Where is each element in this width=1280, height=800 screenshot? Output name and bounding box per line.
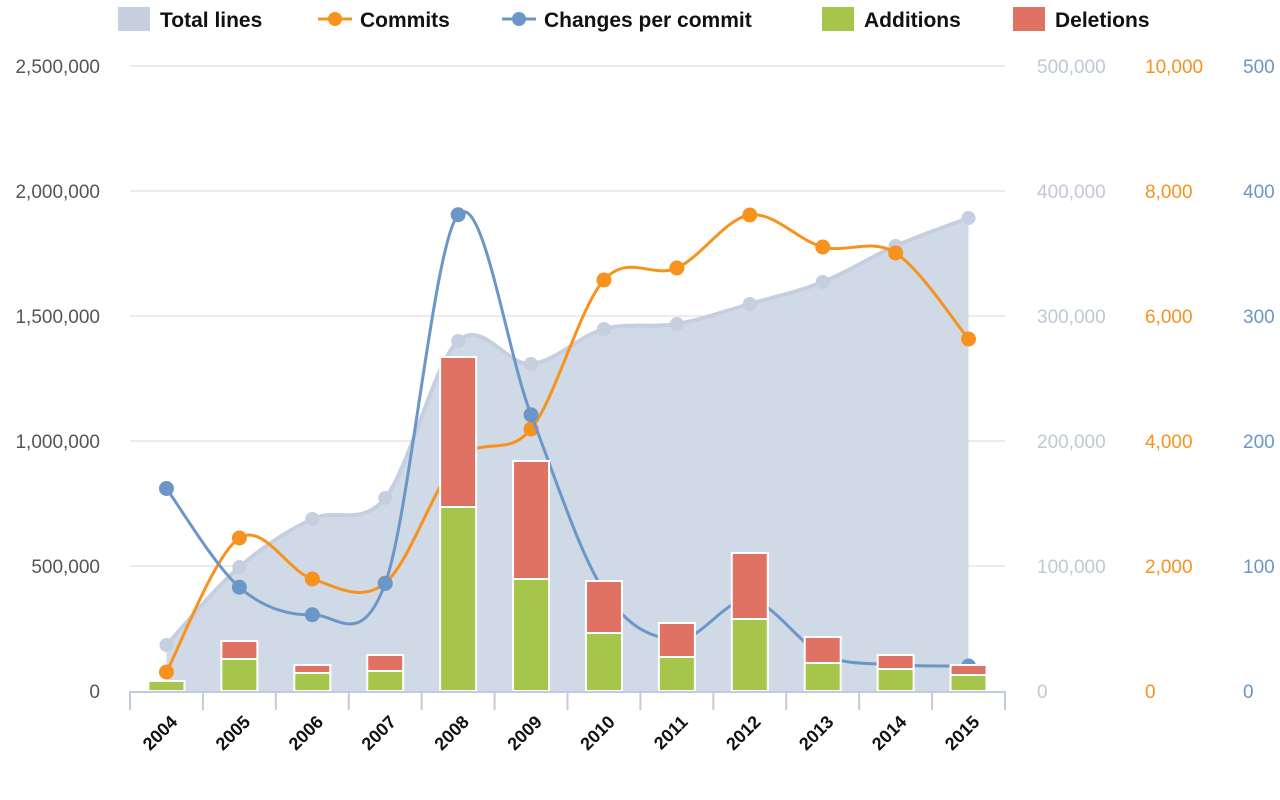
point-total-lines xyxy=(232,560,247,574)
left-tick-label: 2,500,000 xyxy=(15,57,100,78)
bar-deletions xyxy=(220,640,259,660)
point-commits xyxy=(888,245,904,261)
bar-deletions xyxy=(439,356,478,508)
right_total-tick-label: 100,000 xyxy=(1037,557,1106,578)
point-total-lines xyxy=(305,512,320,526)
bar-additions xyxy=(220,658,259,692)
bar-additions xyxy=(730,618,769,692)
left-tick-label: 1,000,000 xyxy=(15,432,100,453)
x-tick-label: 2013 xyxy=(795,712,837,754)
legend-swatch-total-lines xyxy=(118,7,150,31)
x-tick-label: 2004 xyxy=(139,712,181,754)
bar-deletions xyxy=(876,654,915,670)
point-total-lines xyxy=(451,334,466,348)
legend-label-additions: Additions xyxy=(864,9,961,32)
right_changes-tick-label: 300 xyxy=(1243,307,1275,328)
left-tick-label: 1,500,000 xyxy=(15,307,100,328)
x-tick-label: 2005 xyxy=(212,712,254,754)
x-tick-label: 2007 xyxy=(358,712,400,754)
legend-swatch-deletions xyxy=(1013,7,1045,31)
right_changes-tick-label: 200 xyxy=(1243,432,1275,453)
point-commits xyxy=(815,239,831,255)
point-commits xyxy=(158,664,174,680)
point-commits xyxy=(961,331,977,347)
right_commits-tick-label: 0 xyxy=(1145,682,1156,703)
right_changes-tick-label: 0 xyxy=(1243,682,1254,703)
point-commits xyxy=(304,571,320,587)
legend-swatch-additions xyxy=(822,7,854,31)
bar-additions xyxy=(439,506,478,692)
legend-marker-changes-per-commit xyxy=(512,12,526,26)
bar-additions xyxy=(657,656,696,692)
right_commits-tick-label: 6,000 xyxy=(1145,307,1193,328)
point-changes-per-commit xyxy=(523,407,539,423)
bar-deletions xyxy=(366,654,405,672)
right_changes-tick-label: 500 xyxy=(1243,57,1275,78)
x-tick-label: 2012 xyxy=(722,712,764,754)
point-total-lines xyxy=(524,357,539,371)
legend-label-commits: Commits xyxy=(360,9,450,32)
left-tick-label: 2,000,000 xyxy=(15,182,100,203)
point-total-lines xyxy=(815,275,830,289)
right_commits-tick-label: 8,000 xyxy=(1145,182,1193,203)
bar-deletions xyxy=(584,580,623,634)
right_changes-tick-label: 100 xyxy=(1243,557,1275,578)
area-total-lines xyxy=(166,218,969,691)
right_commits-tick-label: 2,000 xyxy=(1145,557,1193,578)
bar-deletions xyxy=(949,664,988,676)
point-changes-per-commit xyxy=(450,207,466,223)
x-tick-label: 2009 xyxy=(503,712,545,754)
bar-additions xyxy=(803,662,842,692)
point-changes-per-commit xyxy=(231,579,247,595)
bar-additions xyxy=(366,670,405,692)
point-total-lines xyxy=(159,638,174,652)
legend-label-changes-per-commit: Changes per commit xyxy=(544,9,752,32)
bar-deletions xyxy=(657,622,696,658)
x-tick-label: 2010 xyxy=(576,712,618,754)
point-changes-per-commit xyxy=(158,481,174,496)
left-tick-label: 0 xyxy=(89,682,100,703)
x-tick-label: 2006 xyxy=(285,712,327,754)
point-commits xyxy=(669,260,685,276)
right_total-tick-label: 500,000 xyxy=(1037,57,1106,78)
x-tick-label: 2015 xyxy=(941,712,983,754)
point-commits xyxy=(742,207,758,223)
legend-label-total-lines: Total lines xyxy=(160,9,262,32)
bar-deletions xyxy=(730,552,769,620)
bar-additions xyxy=(293,672,332,692)
bar-deletions xyxy=(293,664,332,674)
x-tick-label: 2008 xyxy=(430,712,472,754)
legend-marker-commits xyxy=(328,12,342,26)
right_total-tick-label: 300,000 xyxy=(1037,307,1106,328)
point-changes-per-commit xyxy=(304,607,320,623)
right_total-tick-label: 200,000 xyxy=(1037,432,1106,453)
point-changes-per-commit xyxy=(377,576,393,591)
point-commits xyxy=(596,272,612,288)
bar-deletions xyxy=(512,460,551,580)
x-tick-label: 2014 xyxy=(868,712,910,754)
bar-additions xyxy=(147,680,186,692)
point-total-lines xyxy=(596,322,611,336)
point-commits xyxy=(231,530,247,546)
right_commits-tick-label: 10,000 xyxy=(1145,57,1203,78)
left-tick-label: 500,000 xyxy=(31,557,100,578)
bar-additions xyxy=(512,578,551,692)
bar-additions xyxy=(949,674,988,692)
x-tick-label: 2011 xyxy=(650,712,692,754)
right_commits-tick-label: 4,000 xyxy=(1145,432,1193,453)
point-total-lines xyxy=(742,297,757,311)
bar-additions xyxy=(876,668,915,692)
right_changes-tick-label: 400 xyxy=(1243,182,1275,203)
point-total-lines xyxy=(378,491,393,505)
bar-deletions xyxy=(803,636,842,664)
right_total-tick-label: 0 xyxy=(1037,682,1048,703)
bar-additions xyxy=(584,632,623,692)
legend-label-deletions: Deletions xyxy=(1055,9,1150,32)
point-total-lines xyxy=(961,211,976,225)
point-total-lines xyxy=(669,317,684,331)
right_total-tick-label: 400,000 xyxy=(1037,182,1106,203)
